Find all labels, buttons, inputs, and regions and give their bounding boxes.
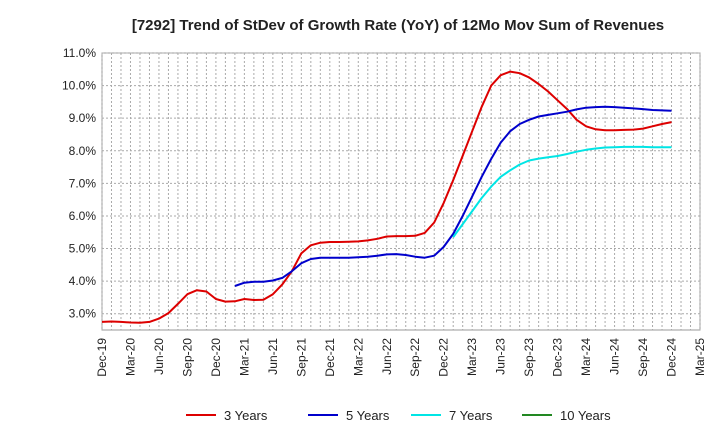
x-tick-label: Sep-21 bbox=[294, 338, 308, 377]
legend-label: 5 Years bbox=[346, 408, 390, 423]
x-tick-label: Dec-19 bbox=[95, 338, 109, 377]
x-tick-label: Sep-24 bbox=[636, 338, 650, 377]
series-line-7-years bbox=[452, 145, 672, 238]
y-tick-label: 3.0% bbox=[69, 307, 97, 321]
x-tick-label: Jun-20 bbox=[152, 338, 166, 375]
y-tick-label: 7.0% bbox=[69, 176, 97, 190]
y-tick-label: 10.0% bbox=[62, 79, 96, 93]
y-axis: 3.0% 4.0% 5.0% 6.0% 7.0% 8.0% 9.0% 10.0% 11.0% bbox=[62, 46, 96, 321]
series-lines bbox=[101, 70, 672, 324]
x-tick-label: Dec-21 bbox=[323, 338, 337, 377]
x-tick-label: Mar-24 bbox=[579, 338, 593, 376]
x-tick-label: Sep-20 bbox=[180, 338, 194, 377]
y-tick-label: 5.0% bbox=[69, 242, 97, 256]
chart-title: [7292] Trend of StDev of Growth Rate (Yo… bbox=[132, 17, 664, 34]
x-tick-label: Dec-24 bbox=[665, 338, 679, 377]
series-line-3-years bbox=[101, 70, 672, 324]
y-tick-label: 11.0% bbox=[63, 46, 96, 60]
x-tick-label: Mar-21 bbox=[237, 338, 251, 376]
x-tick-label: Mar-20 bbox=[123, 338, 137, 376]
legend-label: 3 Years bbox=[224, 408, 268, 423]
x-tick-label: Dec-22 bbox=[437, 338, 451, 377]
x-tick-label: Mar-25 bbox=[693, 338, 707, 376]
series-line-5-years bbox=[234, 105, 672, 287]
y-tick-label: 9.0% bbox=[69, 111, 97, 125]
x-axis: Dec-19 Mar-20 Jun-20 Sep-20 Dec-20 Mar-21 Jun-… bbox=[95, 338, 707, 377]
y-tick-label: 4.0% bbox=[69, 274, 97, 288]
legend-label: 7 Years bbox=[449, 408, 493, 423]
x-tick-label: Sep-22 bbox=[408, 338, 422, 377]
x-tick-label: Sep-23 bbox=[522, 338, 536, 377]
plot-area bbox=[101, 52, 701, 331]
x-tick-label: Jun-22 bbox=[380, 338, 394, 375]
x-tick-label: Dec-23 bbox=[551, 338, 565, 377]
legend: 3 Years 5 Years 7 Years 10 Years bbox=[186, 408, 611, 423]
x-tick-label: Jun-21 bbox=[266, 338, 280, 375]
y-tick-label: 6.0% bbox=[69, 209, 97, 223]
x-tick-label: Mar-23 bbox=[465, 338, 479, 376]
legend-label: 10 Years bbox=[560, 408, 611, 423]
x-tick-label: Jun-23 bbox=[494, 338, 508, 375]
x-tick-label: Dec-20 bbox=[209, 338, 223, 377]
x-tick-label: Jun-24 bbox=[608, 338, 622, 375]
x-tick-label: Mar-22 bbox=[351, 338, 365, 376]
y-tick-label: 8.0% bbox=[69, 144, 97, 158]
